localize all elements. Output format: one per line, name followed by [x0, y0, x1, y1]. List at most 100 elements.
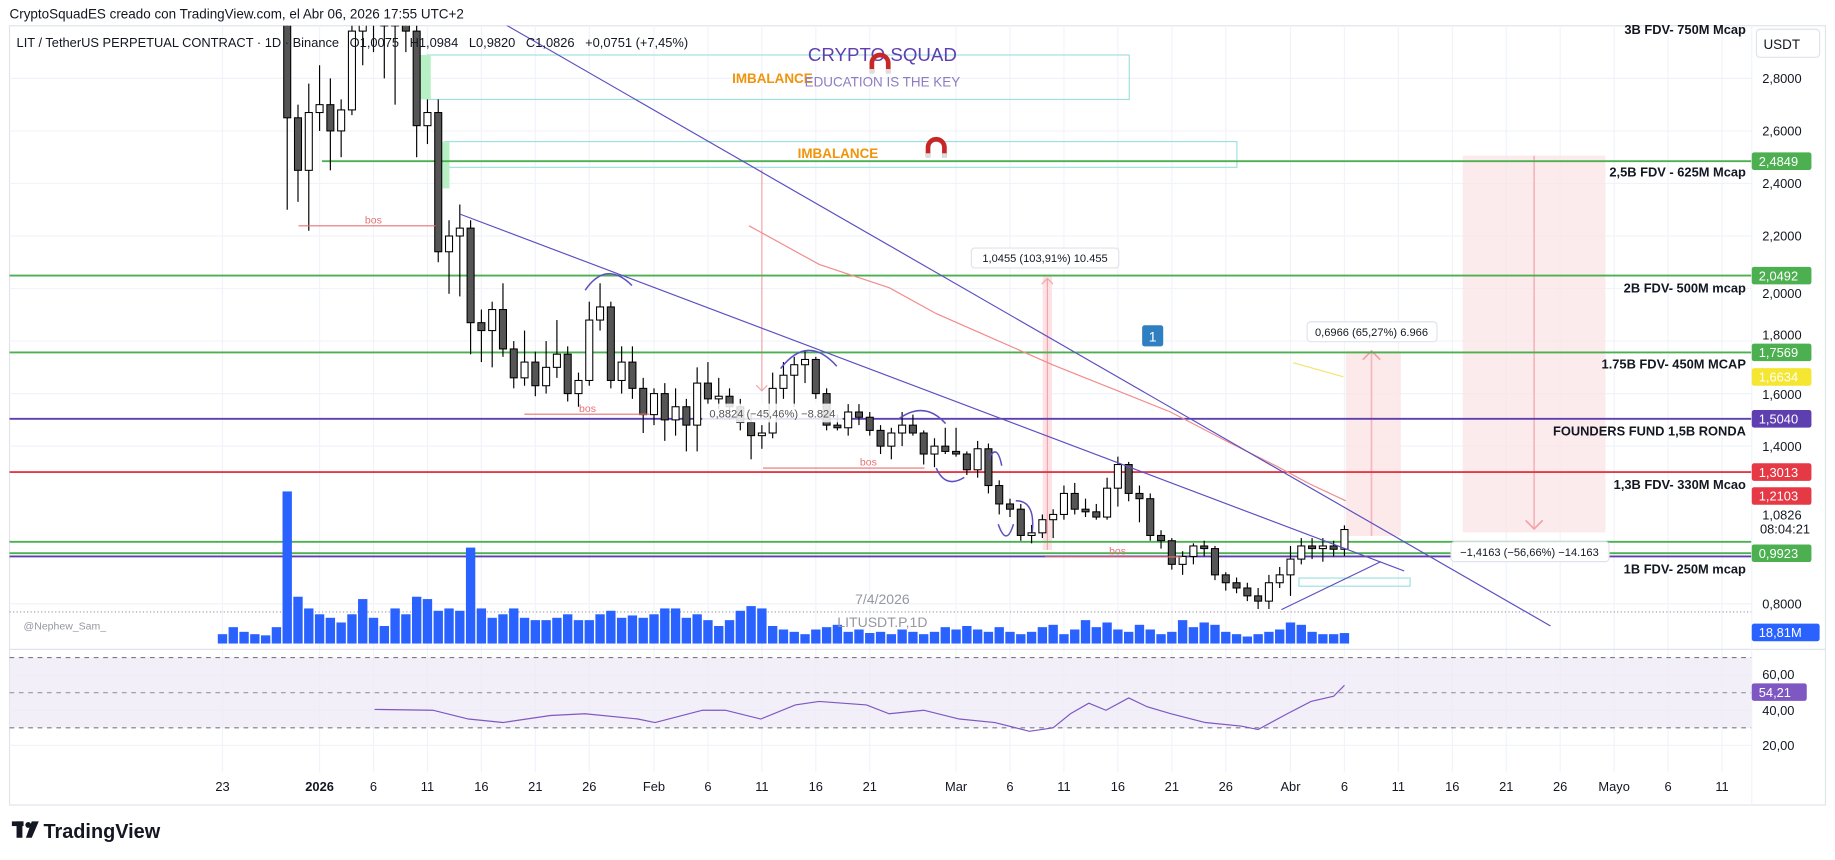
candle-body [1081, 508, 1090, 513]
volume-bar [519, 617, 530, 644]
trendline-upper[interactable] [503, 23, 1551, 627]
candle [358, 25, 367, 66]
candle-body [865, 416, 874, 431]
tradingview-logo[interactable]: TradingView [11, 821, 161, 843]
candle [391, 25, 400, 105]
candle-body [1340, 528, 1349, 550]
candle-body [941, 445, 950, 452]
price-tick-label: 1,6000 [1762, 387, 1801, 402]
price-labels: 2,4849 2,0492 1,7569 1,6634 1,5040 1,3013 1,21… [1751, 152, 1812, 563]
candle [606, 301, 615, 389]
volume-bars [217, 491, 1350, 644]
candle [952, 427, 961, 457]
time-tick-label: Abr [1280, 779, 1301, 794]
candle [1200, 540, 1209, 557]
candle-body [412, 30, 421, 127]
price-label: 1,5040 [1751, 410, 1812, 428]
candle [693, 367, 702, 452]
candle [1016, 503, 1025, 541]
candle-body [887, 432, 896, 447]
rsi-axis[interactable]: 60,00 40,00 20,00 [1762, 667, 1794, 753]
time-tick-label: 21 [863, 779, 877, 794]
volume-bar [1242, 636, 1253, 644]
time-tick-label: 16 [474, 779, 488, 794]
candle-body [1200, 545, 1209, 550]
candle [790, 356, 799, 407]
candle-body [542, 366, 551, 387]
candle-body [326, 104, 335, 132]
volume-bar [940, 627, 950, 644]
volume-bar [476, 608, 487, 644]
candle [552, 320, 561, 378]
candle-body [552, 353, 561, 368]
volume-bar [929, 631, 940, 644]
price-label-box [1751, 410, 1812, 428]
support-trendline[interactable] [1281, 561, 1382, 611]
candle-body [1297, 545, 1306, 560]
volume-bar [293, 596, 303, 644]
volume-bar [821, 627, 832, 644]
candle-body [747, 421, 756, 437]
candle [1135, 485, 1144, 523]
candle [1049, 509, 1058, 539]
volume-bar [347, 614, 357, 644]
candle-body [628, 361, 637, 389]
symbol-legend[interactable]: LIT / TetherUS PERPETUAL CONTRACT · 1D ·… [17, 35, 689, 50]
candle-body [423, 112, 432, 127]
candle-body [1059, 492, 1068, 515]
candle-body [1113, 464, 1122, 489]
candle-body [1016, 508, 1025, 536]
long-position-box [1345, 351, 1401, 536]
candle [876, 425, 885, 455]
candle [574, 372, 583, 407]
volume-bar [638, 617, 648, 644]
candle-body [639, 387, 648, 416]
svg-text:54,21: 54,21 [1759, 685, 1791, 700]
swing-arc [935, 467, 965, 483]
volume-bar [746, 606, 756, 644]
candle [498, 283, 508, 357]
candle-body [649, 393, 659, 416]
candle [531, 351, 540, 397]
current-price: 1,0826 [1762, 508, 1801, 523]
candle [703, 362, 712, 405]
volume-bar [260, 635, 271, 644]
candle-body [477, 322, 486, 332]
candle-body [315, 104, 324, 114]
candle-body [563, 353, 572, 395]
candle-body [455, 227, 464, 237]
volume-bar [422, 599, 433, 644]
rsi-tick-label: 40,00 [1762, 703, 1794, 718]
candle [1275, 566, 1284, 588]
candle-body [1232, 582, 1241, 589]
candle [466, 220, 475, 355]
imbalance-fill [442, 141, 450, 189]
volume-bar [336, 622, 346, 644]
volume-bar [1016, 634, 1026, 644]
time-axis[interactable]: 23 2026 6 11 16 21 26 Feb 6 11 16 21 Mar 6 11 16 21 26 Abr… [215, 779, 1728, 794]
time-tick-label: 16 [1111, 779, 1125, 794]
candle [1221, 572, 1230, 591]
candle-body [1027, 532, 1036, 536]
price-label: 2,0492 [1751, 266, 1812, 285]
price-label-text: 1,6634 [1759, 370, 1798, 385]
candle [660, 383, 669, 441]
currency-button[interactable]: USDT [1755, 28, 1821, 58]
volume-bar [401, 614, 411, 644]
number-badge[interactable]: 1 [1142, 325, 1164, 347]
volume-bar [724, 620, 735, 644]
volume-bar [325, 617, 336, 644]
rsi-tick-label: 20,00 [1762, 738, 1794, 753]
price-label-box [1751, 463, 1812, 481]
price-axis[interactable]: 2,8000 2,6000 2,4000 2,2000 2,0000 1,8000 1,60… [1762, 71, 1801, 611]
candle-body [1049, 513, 1058, 521]
level-note: 3B FDV- 750M Mcap [1624, 22, 1746, 37]
time-tick-label: 16 [1445, 779, 1459, 794]
time-tick-label: 6 [704, 779, 711, 794]
ohlc-close: C1,0826 [526, 35, 575, 50]
candle-body [1286, 558, 1295, 576]
volume-bar [1199, 622, 1209, 644]
volume-bar [800, 634, 810, 644]
trendline-lower[interactable] [459, 213, 1405, 572]
volume-label: 18,81M [1751, 623, 1820, 642]
